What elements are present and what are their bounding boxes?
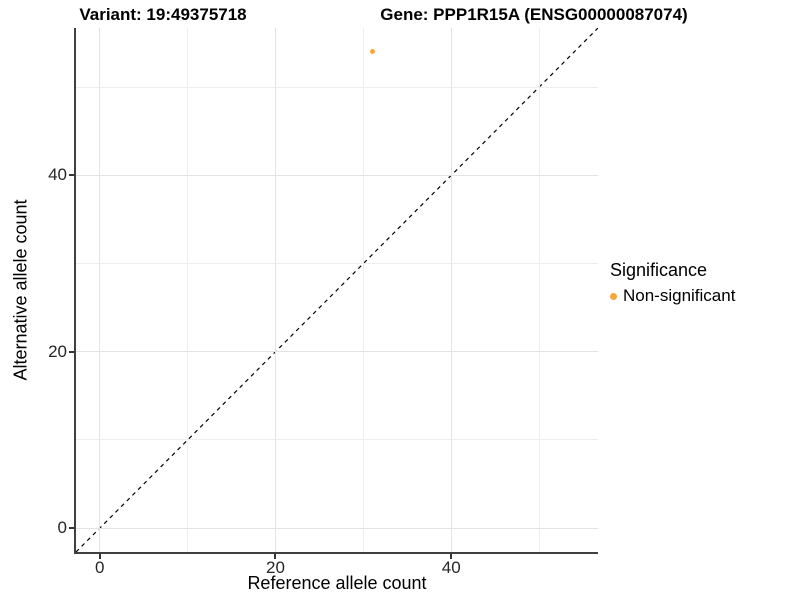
y-tick-label: 0 <box>57 518 67 538</box>
gridline-vertical <box>187 28 189 552</box>
gridline-vertical <box>274 28 276 552</box>
x-axis-line <box>74 552 598 554</box>
legend-entry-label: Non-significant <box>623 286 736 305</box>
x-tick-mark <box>98 554 101 559</box>
x-axis-title: Reference allele count <box>247 573 427 593</box>
legend-entries: Non-significant <box>610 286 735 306</box>
y-tick-mark <box>69 350 74 353</box>
legend: Significance Non-significant <box>610 260 735 306</box>
gridline-horizontal <box>76 263 598 265</box>
x-tick-mark <box>274 554 277 559</box>
plot-panel <box>76 28 598 552</box>
data-point <box>369 49 375 55</box>
gridline-horizontal <box>76 174 598 176</box>
y-tick-mark <box>69 527 74 530</box>
x-tick-label: 0 <box>94 558 105 577</box>
y-tick-label: 40 <box>48 165 67 185</box>
legend-entry: Non-significant <box>610 286 735 306</box>
identity-line <box>76 28 598 552</box>
plot-title-gene: Gene: PPP1R15A (ENSG00000087074) <box>380 5 688 24</box>
plot-title-variant: Variant: 19:49375718 <box>79 5 247 24</box>
y-tick-label: 20 <box>48 341 67 361</box>
gridline-vertical <box>99 28 101 552</box>
gridline-vertical <box>538 28 540 552</box>
legend-title: Significance <box>610 260 708 280</box>
gridline-vertical <box>450 28 452 552</box>
gridline-horizontal <box>76 351 598 353</box>
y-axis-title: Alternative allele count <box>10 199 31 381</box>
y-axis-line <box>74 28 76 554</box>
gridline-vertical <box>362 28 364 552</box>
y-tick-mark <box>69 174 74 177</box>
x-tick-label: 20 <box>266 558 285 577</box>
x-tick-mark <box>450 554 453 559</box>
legend-key-dot-icon <box>610 292 617 300</box>
gridline-horizontal <box>76 439 598 441</box>
gridline-horizontal <box>76 527 598 529</box>
gridline-horizontal <box>76 86 598 88</box>
x-tick-label: 40 <box>441 558 461 577</box>
